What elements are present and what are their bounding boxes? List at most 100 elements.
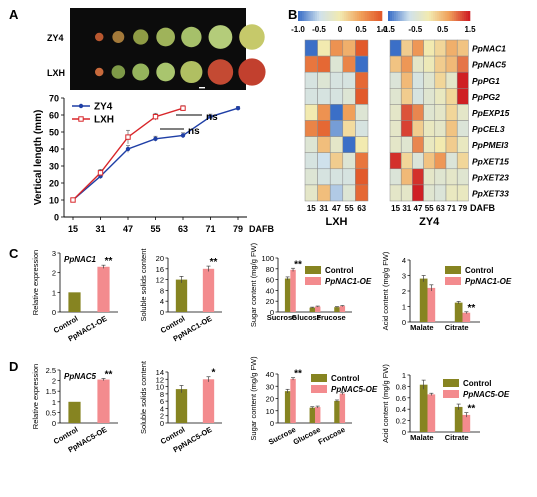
color-scale-segment: [308, 11, 311, 21]
y-axis-title: Acid content (mg/g FW): [381, 364, 390, 443]
y-tick-label: 12: [156, 375, 164, 384]
heatmap-cell: [412, 71, 424, 89]
heatmap-zy4: -1.5 -0.5 0.5 1.5 15 31 47 55 63 71 79 ZY4 PpNAC1 PpN…: [381, 11, 510, 228]
y-tick-label: 0: [54, 213, 59, 223]
heatmap-cell: [456, 120, 469, 137]
heatmap-cell: [434, 136, 447, 153]
x-tick-label: Glucose: [292, 425, 322, 447]
color-scale-segment: [449, 11, 452, 21]
fruit-lxh-7: [238, 58, 266, 86]
heatmap-cell: [434, 88, 447, 105]
heatmap-x-label: 15: [391, 204, 400, 213]
heatmap-x-label: 31: [319, 204, 328, 213]
heatmap-cell: [329, 152, 344, 170]
fruit-zy4-2: [112, 31, 125, 43]
fruit-zy4-6: [208, 25, 233, 49]
color-scale-segment: [323, 11, 326, 21]
color-scale-tick: 0: [338, 25, 343, 34]
y-tick-label: 0.8: [396, 382, 406, 391]
color-scale-segment: [388, 11, 391, 21]
color-scale-segment: [455, 11, 458, 21]
heatmap-cell: [412, 184, 424, 202]
heatmap-cell: [400, 104, 413, 121]
fruit-lxh-4: [156, 62, 175, 82]
bar-citrate-0: [454, 302, 463, 322]
color-scale-segment: [443, 11, 446, 21]
point-lxh: [180, 105, 186, 111]
legend-swatch: [305, 277, 321, 285]
heatmap-cell: [400, 71, 413, 89]
x-tick-label: 31: [95, 224, 105, 234]
heatmap-cell: [389, 152, 402, 170]
bar-ppnac5-oe: [97, 379, 110, 423]
bar-chart-c4: 0 1 2 3 4 Acid content (mg/g FW) Malate ** Citra…: [381, 251, 512, 332]
y-tick-label: 0: [160, 308, 164, 317]
legend-label: Control: [325, 266, 353, 275]
y-tick-label: 40: [266, 286, 274, 295]
heatmap-cell: [445, 120, 458, 137]
y-tick-label: 40: [266, 370, 274, 379]
color-scale-segment: [467, 11, 471, 21]
fruit-zy4-4: [156, 27, 175, 47]
color-scale-tick: 0.5: [355, 25, 367, 34]
bar-sucrose-1: [290, 378, 296, 423]
legend-label: Control: [331, 374, 359, 383]
heatmap-cell: [317, 136, 331, 153]
color-scale-tick: 0.5: [437, 25, 449, 34]
color-scale-segment: [358, 11, 362, 21]
y-tick-label: 100: [261, 254, 274, 263]
heatmap-cell: [456, 55, 469, 73]
color-scale-segment: [398, 11, 401, 21]
heatmap-cell: [304, 120, 318, 137]
heatmap-cell: [434, 104, 447, 121]
color-scale-segment: [367, 11, 370, 21]
line-chart-a: 0 10 20 30 40 50 60 70 15 31 47 55 63 71 79 DAFB Vertica…: [33, 94, 274, 235]
y-tick-label: 2: [52, 377, 56, 386]
y-tick-label: 3: [52, 249, 56, 258]
heatmap-cell: [412, 152, 424, 170]
heatmap-cell: [329, 120, 344, 137]
heatmap-cell: [342, 55, 356, 73]
bar-frucose-1: [339, 306, 346, 312]
y-tick-label: 1: [402, 371, 406, 380]
heatmap-cell: [400, 136, 413, 153]
heatmap-x-title: DAFB: [470, 203, 495, 213]
x-tick-label: 71: [205, 224, 215, 234]
heatmap-cell: [317, 104, 331, 121]
bar-control: [68, 292, 81, 312]
heatmap-cell: [329, 104, 344, 121]
gene-label: PpEXP15: [472, 108, 510, 118]
heatmap-cell: [304, 104, 318, 121]
fruit-zy4-7: [239, 24, 265, 50]
heatmap-cell: [329, 88, 344, 105]
heatmap-cell: [389, 184, 402, 202]
color-scale-segment: [327, 11, 330, 21]
color-scale-segment: [302, 11, 305, 21]
x-tick-label: 79: [233, 224, 243, 234]
color-scale-tick: -0.5: [312, 25, 326, 34]
y-tick-label: 70: [49, 94, 59, 104]
heatmap-cell: [317, 71, 331, 89]
bar-sucrose-0: [284, 391, 291, 423]
heatmap-cell: [423, 55, 436, 73]
color-scale-segment: [314, 11, 318, 21]
color-scale-segment: [406, 11, 409, 21]
heatmap-x-label: 63: [436, 204, 445, 213]
heatmap-cell: [412, 55, 424, 73]
heatmap-cell: [423, 168, 436, 186]
color-scale-segment: [342, 11, 345, 21]
y-tick-label: 1.5: [46, 387, 56, 396]
color-scale-segment: [461, 11, 465, 21]
heatmap-x-label: 79: [458, 204, 467, 213]
bar-sucrose-1: [290, 269, 296, 312]
legend-marker: [78, 103, 84, 109]
y-tick-label: 4: [160, 297, 164, 306]
fruit-row-label-lxh: LXH: [47, 68, 65, 78]
significance-mark: *: [212, 368, 216, 379]
scale-bar: [199, 87, 205, 89]
x-tick-label: Sucrose: [267, 313, 297, 322]
point-zy4: [153, 136, 158, 141]
heatmap-cell: [329, 39, 344, 57]
color-scale-tick: -0.5: [408, 25, 422, 34]
